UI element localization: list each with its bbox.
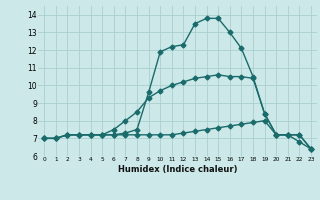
X-axis label: Humidex (Indice chaleur): Humidex (Indice chaleur) bbox=[118, 165, 237, 174]
